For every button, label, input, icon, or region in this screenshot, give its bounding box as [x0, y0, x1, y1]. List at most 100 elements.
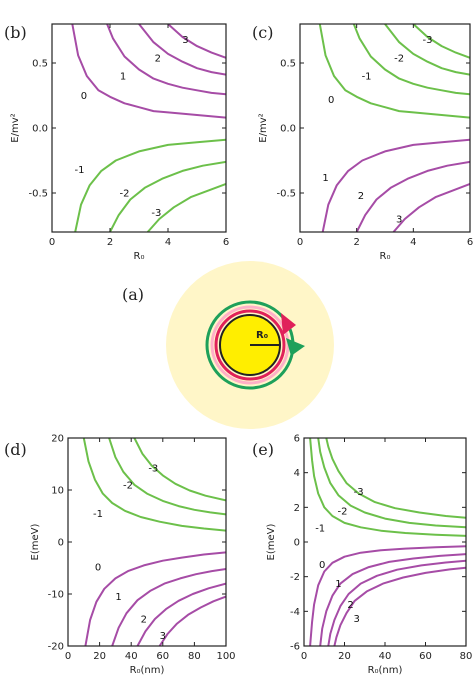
- curve-label: 3: [160, 631, 166, 642]
- curve-1: [321, 138, 470, 232]
- curves-group: [82, 438, 226, 646]
- curve-label: 0: [95, 562, 101, 573]
- y-tick-label: 4: [294, 468, 300, 479]
- curve--3: [133, 438, 226, 502]
- chart-panel-3: 0 20 40 60 80-6-4-20246R₀(nm)E(meV)-3-2-1012…: [252, 434, 472, 677]
- x-tick-label: 20: [93, 651, 106, 662]
- curve-3: [392, 182, 470, 232]
- curve-2: [355, 160, 470, 232]
- x-tick-label: 0: [65, 651, 71, 662]
- curve-label: 1: [335, 579, 341, 590]
- x-tick-label: 20: [338, 651, 351, 662]
- curve-label: -2: [123, 480, 133, 491]
- x-tick-label: 80: [460, 651, 473, 662]
- curve-label: 0: [328, 95, 334, 106]
- curve-label: -2: [120, 189, 130, 200]
- curve-0: [84, 551, 226, 646]
- curve-label: -2: [337, 506, 347, 517]
- y-tick-label: 0.5: [32, 59, 48, 70]
- curve--3: [146, 182, 226, 232]
- x-axis-label: R₀(nm): [130, 665, 165, 676]
- x-tick-label: 6: [223, 237, 229, 248]
- x-tick-label: 100: [216, 651, 235, 662]
- curve-2: [138, 24, 226, 76]
- x-tick-label: 2: [353, 237, 359, 248]
- curve-1: [106, 24, 226, 96]
- curve--1: [309, 438, 466, 537]
- y-tick-label: 20: [51, 434, 64, 445]
- curve-label: -1: [93, 509, 103, 520]
- plot-frame: [303, 437, 467, 647]
- curve-label: -2: [394, 53, 404, 64]
- y-tick-label: 0.5: [280, 59, 296, 70]
- y-tick-label: 6: [294, 434, 300, 445]
- x-tick-label: 80: [188, 651, 201, 662]
- curve--2: [384, 24, 470, 76]
- curve-3: [158, 595, 226, 646]
- inner-red-ring: [214, 309, 286, 381]
- chart-panel-0: 0 2 4 6 -0.5 0.0 0.5 R₀ E/mv² 3 2 1 0 -1 -2 -3 (b): [4, 23, 229, 262]
- x-axis-label: R₀(nm): [368, 665, 403, 676]
- curve--2: [108, 438, 226, 516]
- curve-label: 3: [182, 35, 188, 46]
- chart-panel-1: 0 2 4 6 -0.5 0.0 0.5 R₀ E/mv² -3 -2 -1 0 1 2 3 (c): [252, 23, 473, 262]
- curve--1: [74, 138, 226, 232]
- curve-2: [136, 582, 226, 646]
- curve-label: 1: [322, 173, 328, 184]
- x-tick-label: 40: [125, 651, 138, 662]
- curve-label: -1: [315, 524, 325, 535]
- x-tick-label: 60: [419, 651, 432, 662]
- curve-label: -3: [151, 208, 161, 219]
- green-arrow-icon: [286, 338, 305, 356]
- curve-label: 0: [319, 560, 325, 571]
- curve-label: -3: [354, 487, 364, 498]
- x-tick-label: 60: [156, 651, 169, 662]
- curve-label: 2: [358, 191, 364, 202]
- curve-label: 3: [353, 614, 359, 625]
- x-tick-label: 4: [165, 237, 171, 248]
- curve--1: [82, 438, 226, 532]
- x-axis-label: R₀: [380, 251, 391, 262]
- x-tick-label: 40: [379, 651, 392, 662]
- y-tick-label: -20: [48, 642, 64, 653]
- y-axis-label: E(meV): [266, 523, 277, 560]
- curve-0: [309, 545, 466, 646]
- panel-label: (d): [4, 440, 27, 459]
- red-arrow-icon: [281, 313, 296, 335]
- x-tick-label: 6: [467, 237, 473, 248]
- x-tick-label: 0: [301, 651, 307, 662]
- y-tick-label: -0.5: [28, 189, 48, 200]
- y-tick-label: 0.0: [280, 124, 296, 135]
- curve--3: [325, 438, 466, 519]
- curve-label: 1: [120, 72, 126, 83]
- curve-label: 2: [155, 53, 161, 64]
- y-axis-label: E(meV): [30, 523, 41, 560]
- curve-label: -1: [362, 72, 372, 83]
- curve-label: -3: [148, 464, 158, 475]
- curve-label: 2: [347, 600, 353, 611]
- y-axis-label: E/mv²: [258, 113, 269, 142]
- curve-label: 3: [396, 215, 402, 226]
- curves-group: [318, 24, 470, 232]
- panel-label: (e): [252, 440, 274, 459]
- chart-panel-2: 0 20 40 60 80 100 -20 -10 0 10 20 R₀(nm) E(meV) -3 -2 -…: [4, 434, 236, 677]
- x-tick-label: 4: [410, 237, 416, 248]
- curve-2: [327, 559, 466, 646]
- radius-label: R₀: [256, 330, 268, 341]
- y-tick-label: 0.0: [32, 124, 48, 135]
- y-tick-label: 10: [51, 486, 64, 497]
- curve-0: [318, 24, 470, 119]
- x-axis-label: R₀: [134, 251, 145, 262]
- curve-label: 0: [81, 91, 87, 102]
- y-tick-label: 2: [294, 503, 300, 514]
- y-tick-label: -10: [48, 590, 64, 601]
- curve-label: 1: [115, 592, 121, 603]
- curve-label: 2: [141, 614, 147, 625]
- curve-3: [333, 566, 466, 646]
- panel-label: (b): [4, 23, 27, 42]
- curve--1: [352, 24, 470, 96]
- panel-label-a: (a): [122, 285, 144, 304]
- curve-label: -3: [423, 35, 433, 46]
- vortex-ring-diagram: (a) R₀: [122, 261, 334, 429]
